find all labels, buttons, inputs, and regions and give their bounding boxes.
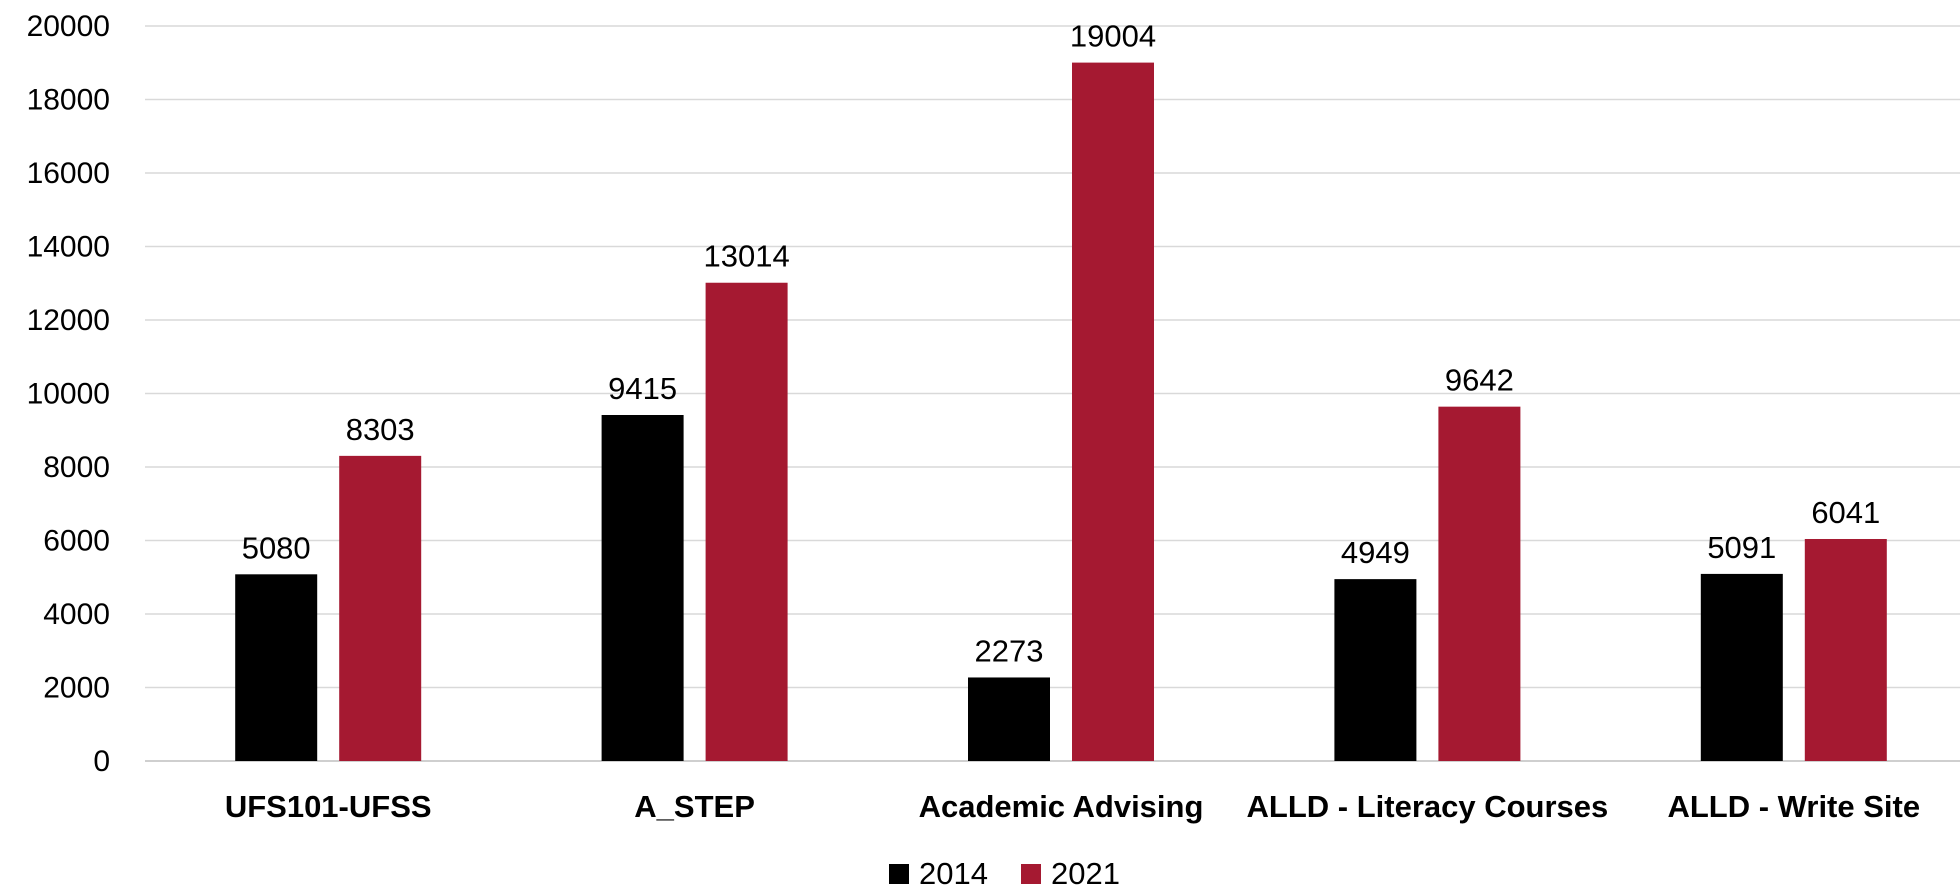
y-tick-label: 8000 xyxy=(43,451,110,484)
bar-2021-2 xyxy=(1072,62,1154,761)
gridlines xyxy=(145,25,1960,762)
data-label-2021-1: 13014 xyxy=(703,239,789,274)
y-tick-label: 0 xyxy=(93,745,110,778)
y-tick-label: 6000 xyxy=(43,525,110,558)
bar-2014-4 xyxy=(1700,573,1783,761)
data-label-2014-2: 2273 xyxy=(975,633,1044,668)
bar-2014-1 xyxy=(601,414,684,761)
data-labels: 5080 8303 9415 13014 2273 19004 4949 9642 5091 60… xyxy=(242,19,1881,669)
y-tick-label: 4000 xyxy=(43,598,110,631)
bar-2021-3 xyxy=(1438,406,1521,761)
y-axis-ticks: 0 2000 4000 6000 8000 10000 12000 14000 16000 180… xyxy=(27,10,110,778)
data-label-2021-0: 8303 xyxy=(346,412,415,447)
data-label-2014-3: 4949 xyxy=(1341,535,1410,570)
x-tick-label: UFS101-UFSS xyxy=(225,789,432,824)
data-label-2021-3: 9642 xyxy=(1445,363,1514,398)
y-tick-label: 12000 xyxy=(27,304,110,337)
bar-2014-0 xyxy=(235,574,318,761)
bar-2021-1 xyxy=(705,282,788,761)
x-tick-label: ALLD - Write Site xyxy=(1667,789,1920,824)
bars xyxy=(235,62,1887,761)
y-tick-label: 20000 xyxy=(27,10,110,43)
y-tick-label: 2000 xyxy=(43,672,110,705)
y-tick-label: 10000 xyxy=(27,378,110,411)
bar-2021-0 xyxy=(339,455,422,761)
x-tick-label: A_STEP xyxy=(634,789,755,824)
y-tick-label: 14000 xyxy=(27,231,110,264)
bar-2021-4 xyxy=(1804,538,1887,761)
x-tick-label: ALLD - Literacy Courses xyxy=(1247,789,1609,824)
y-tick-label: 16000 xyxy=(27,157,110,190)
bar-2014-3 xyxy=(1334,579,1417,761)
legend-swatch-2014 xyxy=(889,864,909,884)
data-label-2021-2: 19004 xyxy=(1070,19,1156,54)
data-label-2014-4: 5091 xyxy=(1707,530,1776,565)
legend-label-2021: 2021 xyxy=(1051,856,1120,888)
legend: 2014 2021 xyxy=(889,856,1120,891)
data-label-2014-0: 5080 xyxy=(242,530,311,565)
legend-label-2014: 2014 xyxy=(919,856,988,888)
y-tick-label: 18000 xyxy=(27,84,110,117)
legend-swatch-2021 xyxy=(1021,864,1041,884)
bar-2014-2 xyxy=(968,677,1050,761)
data-label-2014-1: 9415 xyxy=(608,371,677,406)
x-axis-ticks: UFS101-UFSS A_STEP Academic Advising ALLD -… xyxy=(225,789,1920,824)
data-label-2021-4: 6041 xyxy=(1811,495,1880,530)
x-tick-label: Academic Advising xyxy=(919,789,1204,824)
